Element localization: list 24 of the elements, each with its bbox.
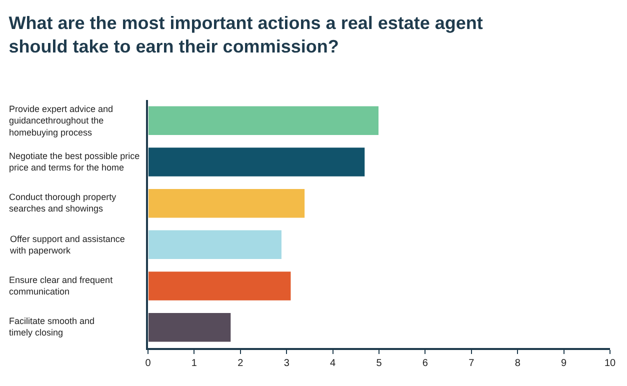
x-tick-label: 3 (284, 358, 290, 369)
x-tick-label: 0 (145, 358, 152, 369)
x-tick-label: 7 (468, 358, 475, 369)
x-tick-label: 9 (561, 358, 568, 369)
x-tick-label: 4 (330, 358, 336, 369)
x-tick-label: 8 (514, 358, 521, 369)
y-tick-label: Ensure clear and frequent communication (9, 275, 114, 297)
y-tick-label: Facilitate smooth and timely closing (9, 316, 95, 338)
x-tick-label: 1 (191, 358, 198, 369)
y-tick-label: Negotiate the best possible price price and terms for the home (9, 151, 140, 173)
y-tick-label: Provide expert advice and guidancethroughout the homebuying process (9, 104, 114, 138)
x-tick-label: 2 (238, 358, 244, 369)
chart-title: What are the most important actions a real estate agent should take to earn their commission? (8, 12, 483, 56)
x-tick-label: 6 (422, 358, 428, 369)
bar (148, 270, 292, 302)
bar (148, 146, 366, 178)
x-tick-label: 5 (376, 358, 382, 369)
bar (148, 188, 306, 219)
x-tick-label: 10 (604, 358, 616, 369)
bar (148, 229, 282, 260)
bar (148, 105, 380, 136)
y-tick-label: Offer support and assistance with paperwork (9, 234, 125, 256)
y-tick-label: Conduct thorough property searches and showings (9, 192, 117, 214)
bar (148, 312, 232, 343)
